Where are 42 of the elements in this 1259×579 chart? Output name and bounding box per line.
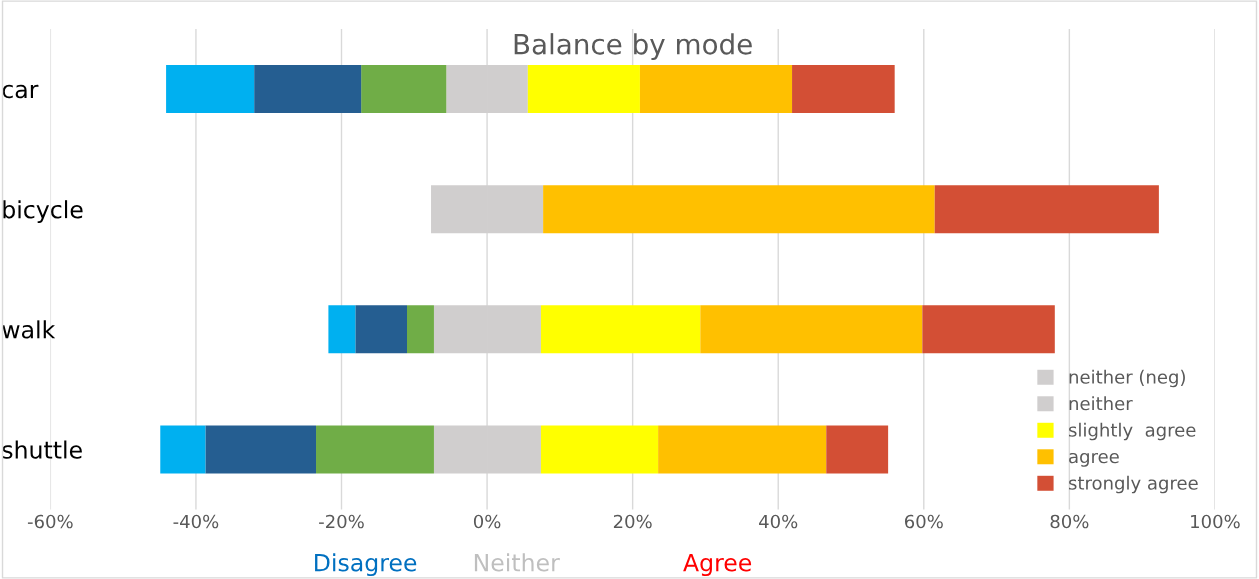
- bar: [361, 64, 447, 114]
- x-tick-label: 20%: [613, 514, 652, 529]
- bar: [328, 305, 356, 354]
- bar: [826, 425, 889, 474]
- bar: [205, 425, 317, 474]
- legend-label: agree: [1069, 452, 1119, 467]
- text: Agree: [683, 553, 752, 577]
- x-tick-label: 100%: [1191, 514, 1240, 529]
- text: Neither: [474, 553, 560, 572]
- text: Disagree: [315, 553, 417, 577]
- bar: [922, 305, 1055, 354]
- bar: [540, 425, 659, 474]
- legend-label: slightly agree: [1069, 422, 1196, 441]
- legend-label: neither: [1069, 396, 1133, 411]
- x-tick-label: 40%: [759, 514, 798, 529]
- x-tick-label: -60%: [27, 514, 73, 529]
- x-tick-label: 0%: [473, 514, 501, 529]
- bar: [658, 425, 827, 474]
- bar: [543, 185, 935, 234]
- y-tick-label: walk: [2, 320, 56, 339]
- x-tick-label: 60%: [904, 514, 943, 529]
- legend-label: neither (neg): [1069, 369, 1185, 388]
- y-tick-label: car: [2, 84, 39, 99]
- x-tick-label: -20%: [319, 514, 364, 529]
- bar: [254, 64, 362, 114]
- bar: [355, 305, 408, 354]
- x-tick-label: -40%: [173, 514, 219, 529]
- bar: [934, 185, 1159, 234]
- chart-title: Balance by mode: [514, 33, 752, 61]
- bar: [792, 64, 895, 114]
- bar: [540, 305, 701, 354]
- bar: [527, 64, 640, 114]
- bar: [166, 64, 255, 114]
- legend-label: strongly agree: [1069, 475, 1198, 494]
- bar: [160, 425, 206, 474]
- bar: [639, 64, 793, 114]
- y-tick-label: bicycle: [3, 200, 83, 224]
- bar: [407, 305, 434, 354]
- x-tick-label: 80%: [1050, 514, 1089, 529]
- bar: [700, 305, 923, 354]
- bar: [316, 425, 434, 474]
- y-tick-label: shuttle: [2, 440, 82, 459]
